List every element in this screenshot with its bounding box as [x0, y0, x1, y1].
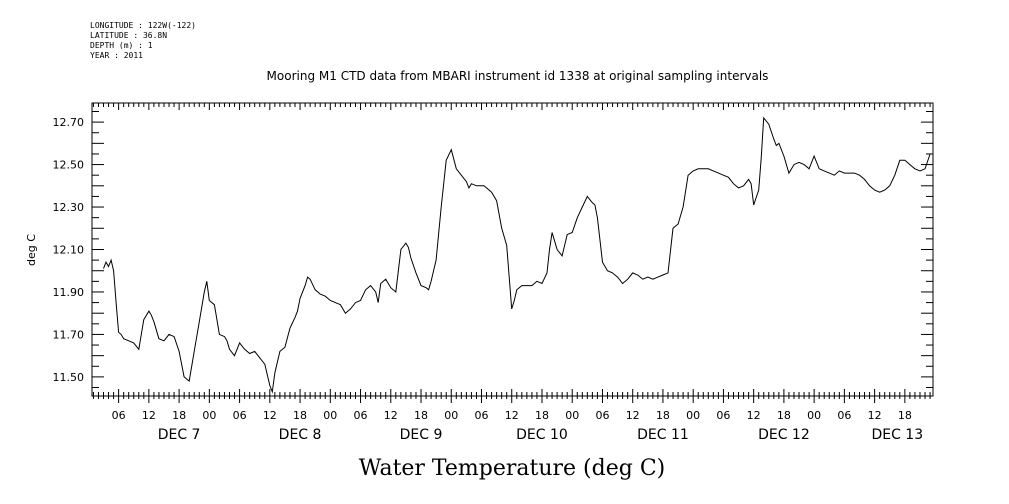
x-tick-label: 12 — [747, 409, 761, 422]
y-tick-label: 11.70 — [53, 328, 85, 341]
tick-labels: 06 12 18 00 06 12 18 00 06 12 18 00 06 12 18 00 06 12 18 00… — [53, 116, 924, 443]
metadata-depth: DEPTH (m) : 1 — [90, 41, 153, 50]
chart-title: Mooring M1 CTD data from MBARI instrumen… — [266, 69, 769, 83]
x-day-label: DEC 10 — [516, 427, 568, 443]
x-tick-label: 00 — [565, 409, 579, 422]
x-tick-label: 12 — [868, 409, 882, 422]
tick-marks — [92, 103, 933, 403]
x-tick-label: 18 — [414, 409, 428, 422]
x-tick-label: 00 — [686, 409, 700, 422]
x-tick-label: 06 — [112, 409, 126, 422]
x-tick-label: 06 — [354, 409, 368, 422]
x-day-label: DEC 12 — [758, 427, 810, 443]
x-tick-label: 06 — [716, 409, 730, 422]
x-tick-label: 12 — [142, 409, 156, 422]
x-tick-label: 00 — [807, 409, 821, 422]
y-tick-label: 12.30 — [53, 201, 85, 214]
x-tick-label: 18 — [777, 409, 791, 422]
plot-frame — [91, 102, 934, 397]
x-tick-label: 00 — [323, 409, 337, 422]
x-tick-label: 18 — [898, 409, 912, 422]
y-axis-label: deg C — [25, 234, 38, 266]
y-tick-label: 11.90 — [53, 286, 85, 299]
x-tick-label: 18 — [656, 409, 670, 422]
x-tick-label: 00 — [444, 409, 458, 422]
x-tick-label: 18 — [293, 409, 307, 422]
metadata-block: LONGITUDE : 122W(-122) LATITUDE : 36.8N … — [90, 21, 196, 61]
y-tick-label: 12.10 — [53, 244, 85, 257]
y-tick-label: 12.50 — [53, 159, 85, 172]
x-day-label: DEC 9 — [400, 427, 443, 443]
metadata-latitude: LATITUDE : 36.8N — [90, 31, 168, 40]
x-tick-label: 06 — [475, 409, 489, 422]
x-tick-label: 00 — [202, 409, 216, 422]
x-day-label: DEC 7 — [158, 427, 201, 443]
x-day-label: DEC 8 — [279, 427, 322, 443]
x-tick-label: 18 — [172, 409, 186, 422]
x-day-label: DEC 11 — [637, 427, 689, 443]
x-tick-label: 12 — [263, 409, 277, 422]
temperature-series-line — [103, 116, 931, 394]
y-tick-label: 11.50 — [53, 371, 85, 384]
x-tick-label: 12 — [626, 409, 640, 422]
y-tick-label: 12.70 — [53, 116, 85, 129]
x-tick-label: 18 — [535, 409, 549, 422]
x-day-label: DEC 13 — [871, 427, 923, 443]
x-tick-label: 06 — [233, 409, 247, 422]
x-axis-title: Water Temperature (deg C) — [359, 456, 666, 481]
metadata-year: YEAR : 2011 — [90, 51, 143, 60]
x-tick-label: 06 — [595, 409, 609, 422]
x-tick-label: 12 — [384, 409, 398, 422]
x-tick-label: 06 — [837, 409, 851, 422]
metadata-longitude: LONGITUDE : 122W(-122) — [90, 21, 196, 30]
x-tick-label: 12 — [505, 409, 519, 422]
